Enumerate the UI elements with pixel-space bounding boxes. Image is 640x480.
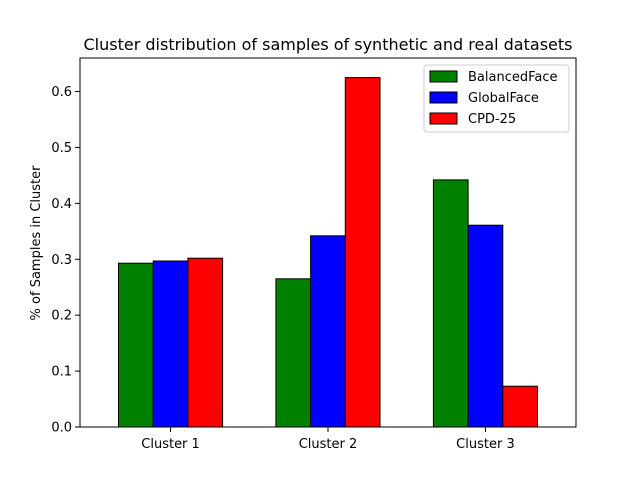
legend-swatch [429,112,458,125]
bar-globalface-2 [310,235,346,428]
y-tick-label: 0.4 [51,197,72,212]
x-tick-label: Cluster 1 [141,437,200,452]
legend-label: GlobalFace [468,91,539,106]
y-tick-label: 0.6 [51,85,72,100]
legend-label: CPD-25 [468,112,516,127]
bar-cpd-25-3 [502,385,538,428]
y-tick-label: 0.5 [51,141,72,156]
x-tick-label: Cluster 2 [299,437,358,452]
y-tick-label: 0.0 [51,421,72,436]
plot-area: 0.0 0.1 0.2 0.3 0.4 0.5 0.6 Cluster 1 Cluster 2 C… [51,57,577,452]
x-tick-label: Cluster 3 [456,437,515,452]
bar-globalface-1 [152,260,189,428]
legend-label: BalancedFace [468,70,558,85]
bar-balancedface-1 [118,262,154,428]
bar-cpd-25-2 [344,77,381,428]
bar-cpd-25-1 [187,257,224,428]
bar-balancedface-3 [432,179,469,428]
bar-globalface-3 [467,224,504,428]
y-axis-label: % of Samples in Cluster [29,165,44,321]
legend-frame [423,64,570,133]
y-tick-label: 0.1 [51,365,72,380]
legend: BalancedFace GlobalFace CPD-25 [423,64,570,133]
bar-balancedface-2 [275,278,312,428]
legend-swatch [429,91,458,104]
legend-swatch [429,70,458,83]
y-tick-label: 0.3 [51,253,72,268]
y-tick-label: 0.2 [51,309,72,324]
chart-title: Cluster distribution of samples of synth… [84,35,573,54]
